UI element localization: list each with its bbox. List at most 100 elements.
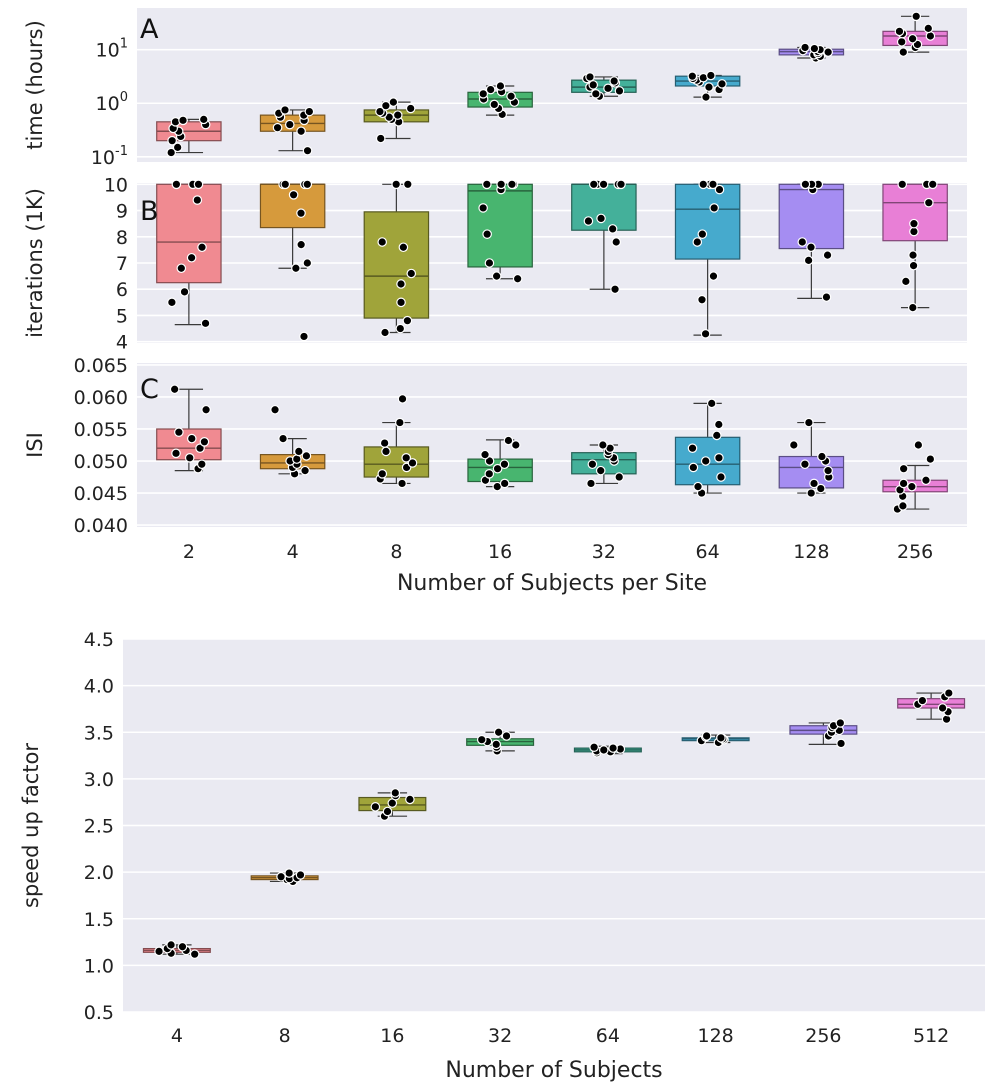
y-tick-label: 0.045 bbox=[74, 483, 128, 505]
x-tick-label: 2 bbox=[183, 541, 195, 563]
data-point bbox=[476, 734, 487, 745]
data-point bbox=[693, 481, 703, 492]
data-point bbox=[302, 258, 313, 268]
y-tick-label: 100 bbox=[96, 90, 128, 115]
y-tick-label: 0.065 bbox=[74, 355, 128, 377]
data-point bbox=[614, 86, 625, 96]
y-tick-label: 2.5 bbox=[84, 816, 114, 838]
data-point bbox=[501, 731, 512, 741]
data-point bbox=[823, 465, 833, 476]
box-16 bbox=[467, 183, 533, 268]
data-point bbox=[809, 478, 819, 489]
x-tick-label: 128 bbox=[793, 541, 829, 563]
data-point bbox=[198, 114, 209, 125]
data-point bbox=[917, 695, 928, 706]
data-point bbox=[503, 435, 514, 446]
x-axis-label: Number of Subjects bbox=[445, 1058, 662, 1083]
data-point bbox=[398, 242, 409, 253]
x-tick-label: 4 bbox=[287, 541, 299, 563]
data-point bbox=[700, 329, 711, 339]
data-point bbox=[195, 443, 205, 454]
data-point bbox=[492, 463, 503, 474]
box-512 bbox=[897, 698, 966, 709]
data-point bbox=[913, 440, 924, 450]
y-tick-label: 0.040 bbox=[74, 515, 128, 537]
data-point bbox=[375, 133, 386, 144]
data-point bbox=[189, 949, 200, 959]
data-point bbox=[897, 179, 908, 190]
data-point bbox=[197, 242, 207, 253]
data-point bbox=[687, 443, 698, 454]
data-point bbox=[301, 451, 312, 461]
y-tick-label: 2.0 bbox=[84, 862, 114, 884]
data-point bbox=[700, 456, 711, 466]
x-tick-label: 256 bbox=[897, 541, 933, 563]
data-point bbox=[835, 718, 846, 728]
data-point bbox=[717, 79, 727, 89]
data-point bbox=[291, 263, 301, 274]
data-point bbox=[687, 71, 698, 81]
data-point bbox=[804, 417, 814, 428]
data-point bbox=[176, 263, 187, 274]
chart-panel-c: 0.040 0.045 0.050 0.055 0.060 0.065 C ISI 2 4 8 16 3… bbox=[23, 355, 967, 596]
data-point bbox=[401, 453, 412, 463]
y-axis-label: speed up factor bbox=[19, 743, 43, 908]
data-point bbox=[284, 868, 294, 878]
data-point bbox=[392, 110, 403, 120]
data-point bbox=[482, 179, 492, 190]
data-point bbox=[583, 216, 594, 226]
data-point bbox=[489, 99, 500, 110]
data-point bbox=[184, 453, 195, 463]
data-point bbox=[302, 179, 313, 190]
data-point bbox=[388, 97, 399, 107]
data-point bbox=[589, 742, 599, 752]
data-point bbox=[609, 76, 619, 86]
data-point bbox=[295, 870, 306, 880]
data-point bbox=[908, 260, 919, 271]
data-point bbox=[375, 106, 385, 117]
data-point bbox=[493, 727, 504, 738]
data-point bbox=[278, 433, 288, 444]
data-point bbox=[506, 91, 516, 102]
data-point bbox=[166, 940, 176, 950]
y-tick-label: 3.0 bbox=[84, 769, 114, 791]
data-point bbox=[591, 89, 601, 99]
data-point bbox=[381, 100, 391, 111]
data-point bbox=[377, 237, 388, 247]
data-point bbox=[708, 179, 718, 190]
data-point bbox=[284, 119, 295, 130]
data-point bbox=[403, 179, 413, 190]
data-point bbox=[817, 451, 827, 462]
data-point bbox=[186, 252, 197, 263]
data-point bbox=[921, 475, 931, 486]
data-point bbox=[482, 229, 492, 239]
data-point bbox=[688, 462, 699, 473]
data-point bbox=[923, 197, 934, 208]
data-point bbox=[588, 179, 599, 190]
x-tick-label: 16 bbox=[488, 541, 512, 563]
data-point bbox=[396, 297, 406, 308]
data-point bbox=[193, 179, 204, 190]
data-point bbox=[390, 788, 401, 798]
data-point bbox=[595, 465, 606, 476]
data-point bbox=[377, 469, 388, 479]
data-point bbox=[178, 115, 188, 126]
data-point bbox=[823, 47, 833, 57]
data-point bbox=[937, 703, 948, 713]
data-point bbox=[484, 258, 495, 268]
data-point bbox=[901, 276, 911, 287]
data-point bbox=[280, 105, 290, 115]
data-point bbox=[169, 384, 180, 395]
data-point bbox=[496, 179, 506, 190]
data-point bbox=[806, 488, 817, 498]
data-point bbox=[485, 84, 496, 95]
y-tick-label: 9 bbox=[116, 201, 128, 223]
data-point bbox=[512, 273, 523, 284]
data-point bbox=[197, 459, 207, 470]
data-point bbox=[598, 440, 608, 450]
data-point bbox=[511, 440, 521, 450]
y-tick-label: 4.5 bbox=[84, 629, 114, 651]
data-point bbox=[607, 224, 618, 234]
panel-letter: A bbox=[140, 14, 159, 45]
